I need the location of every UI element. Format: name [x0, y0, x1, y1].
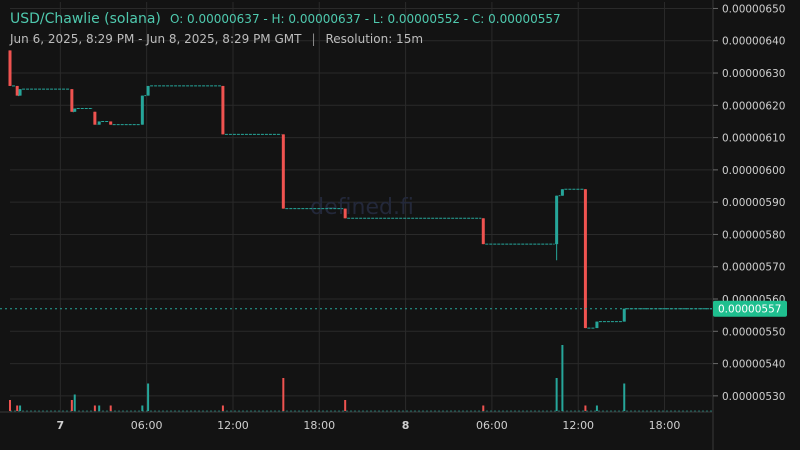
time-tick-label: 06:00 — [476, 419, 508, 432]
volume-bar — [16, 405, 19, 411]
time-axis[interactable]: 7 06:00 12:00 18:00 8 06:00 12:00 18:00 — [0, 411, 712, 432]
price-tick-label: 0.00000590 — [722, 197, 785, 209]
volume-bar — [98, 405, 101, 411]
time-tick-label: 18:00 — [649, 419, 681, 432]
price-tick-label: 0.00000650 — [722, 3, 785, 15]
volume-bar — [282, 378, 285, 411]
price-tick-label: 0.00000550 — [722, 326, 785, 338]
time-tick-label: 12:00 — [562, 419, 594, 432]
volume-bars — [9, 345, 712, 412]
candle-body — [221, 85, 225, 135]
last-price-tag-bg — [713, 300, 787, 317]
volume-bar — [9, 400, 11, 411]
date-range: Jun 6, 2025, 8:29 PM - Jun 8, 2025, 8:29… — [10, 32, 302, 46]
candle-body — [8, 50, 12, 86]
ohlc-readout: O: 0.00000637 - H: 0.00000637 - L: 0.000… — [169, 12, 561, 26]
candle-body — [560, 189, 564, 196]
price-tick-label: 0.00000610 — [722, 133, 785, 145]
candle-body — [15, 85, 19, 96]
volume-bar — [561, 345, 564, 411]
candle-body — [343, 208, 347, 219]
time-tick-label: 12:00 — [217, 419, 249, 432]
candle-body — [109, 121, 113, 125]
chart-subheader: Jun 6, 2025, 8:29 PM - Jun 8, 2025, 8:29… — [10, 32, 423, 46]
time-tick-label: 7 — [57, 419, 65, 432]
volume-bar — [109, 405, 112, 411]
volume-bar — [147, 383, 150, 411]
watermark: defined.fi — [310, 195, 414, 220]
pair-title[interactable]: USD/Chawlie (solana) — [10, 11, 161, 27]
last-price-tag: 0.00000557 — [713, 300, 787, 317]
price-axis[interactable]: 0.00000650 0.00000640 0.00000630 0.00000620… — [712, 0, 785, 450]
candles — [8, 50, 626, 329]
price-tick-label: 0.00000530 — [722, 391, 785, 403]
volume-bar — [595, 405, 598, 411]
time-tick-label: 8 — [402, 419, 410, 432]
time-tick-label: 06:00 — [131, 419, 163, 432]
volume-bar — [623, 383, 626, 411]
price-tick-label: 0.00000600 — [722, 165, 785, 177]
candle-body — [481, 218, 485, 245]
price-tick-label: 0.00000630 — [722, 68, 785, 80]
volume-bar — [70, 400, 73, 411]
chart-header: USD/Chawlie (solana) O: 0.00000637 - H: … — [10, 8, 561, 27]
candle-body — [73, 108, 77, 112]
price-tick-label: 0.00000640 — [722, 36, 785, 48]
volume-bar — [555, 378, 558, 411]
volume-bar — [344, 400, 347, 411]
price-tick-label: 0.00000580 — [722, 229, 785, 241]
resolution-label[interactable]: Resolution: 15m — [325, 32, 424, 46]
candle-body — [97, 121, 101, 125]
candle-body — [555, 195, 559, 245]
candle-body — [146, 85, 150, 96]
candle-body — [18, 89, 22, 96]
volume-bar — [482, 405, 485, 411]
separator: | — [311, 32, 316, 46]
candle-body — [70, 89, 74, 112]
volume-bar — [73, 394, 76, 411]
last-price-tag-label: 0.00000557 — [718, 304, 781, 316]
volume-bar — [19, 405, 22, 411]
candle-body — [281, 134, 285, 209]
volume-bar — [141, 405, 144, 411]
price-tick-label: 0.00000540 — [722, 359, 785, 371]
volume-bar — [221, 405, 224, 411]
candle-body — [583, 189, 587, 329]
candle-body — [140, 95, 144, 125]
volume-bar — [93, 405, 96, 411]
time-tick-label: 18:00 — [303, 419, 335, 432]
price-tick-label: 0.00000570 — [722, 262, 785, 274]
volume-bar — [584, 405, 587, 411]
candle-body — [93, 111, 97, 125]
price-tick-label: 0.00000620 — [722, 100, 785, 112]
chart-grid — [10, 2, 712, 412]
candle-body — [595, 321, 599, 329]
candle-body — [622, 308, 626, 322]
